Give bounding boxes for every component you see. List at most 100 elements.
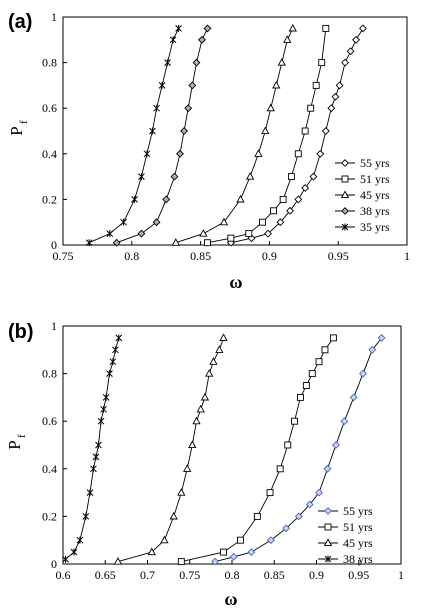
data-point [245,172,255,180]
data-point [192,416,201,425]
data-point [153,104,160,112]
data-point [287,173,295,181]
plot-frame [62,16,408,246]
data-point [247,548,256,557]
legend-marker [324,523,332,531]
data-point [302,382,310,389]
x-tick-label: 0.9 [262,249,277,263]
data-point [82,512,90,520]
y-tick-label: 0.8 [42,56,57,70]
data-point [245,230,253,238]
legend-marker [341,223,349,231]
data-point [331,92,340,101]
data-point [152,218,161,227]
data-point [331,441,340,449]
data-point [264,229,272,238]
legend-marker [341,159,349,167]
data-point [312,81,320,89]
data-point [147,547,156,556]
legend-label: 51 yrs [360,172,390,186]
data-point [70,548,78,556]
data-point [335,81,344,90]
data-point [188,440,197,449]
data-point [220,548,228,556]
data-point [85,239,93,247]
data-point [327,104,336,113]
data-point [112,346,119,354]
data-point [288,23,297,32]
data-point [205,369,214,377]
data-point [100,405,107,413]
data-point [196,404,205,413]
series-line [116,28,208,244]
data-point [266,536,275,545]
data-point [294,512,303,521]
y-tick-label: 0.4 [42,462,57,476]
data-point [294,195,303,204]
data-point [149,127,156,135]
data-point [279,195,287,203]
data-point [113,557,123,565]
data-point [203,24,212,33]
data-point [164,59,171,67]
data-point [162,195,171,204]
legend-marker [341,175,349,183]
data-point [286,206,294,215]
y-tick-label: 0 [51,238,57,252]
legend-label: 55 yrs [360,156,390,170]
data-point [177,488,186,496]
data-point [282,524,291,533]
data-point [170,172,179,181]
y-tick-label: 0.4 [42,147,57,161]
data-point [199,229,208,237]
data-point [106,230,114,238]
y-axis-label-subscript: f [18,120,30,124]
y-tick-label: 0.2 [42,509,57,523]
y-axis-label-main: P [7,126,26,135]
data-point [301,127,309,135]
data-point [276,465,284,473]
data-point [323,464,332,473]
data-point [112,238,121,247]
legend-label: 55 yrs [343,504,373,518]
data-point [272,80,281,89]
x-tick-label: 0.95 [328,249,349,263]
legend-marker [341,207,349,215]
x-tick-label: 0.8 [225,568,240,582]
x-tick-label: 0.75 [53,249,74,263]
data-point [76,536,84,544]
data-point [259,218,266,226]
chart-panel-b: (b) 0.6 0.65 0.7 0.75 0.8 0.85 0.9 0.95 1 0 0.2 0.4 0… [5,319,404,609]
data-point [305,500,314,509]
y-tick-label: 1 [51,10,57,24]
x-axis-label: ω [224,589,237,609]
data-point [215,345,224,353]
y-tick-label: 0 [51,557,57,571]
data-point [109,358,117,366]
data-point [321,346,329,354]
data-point [176,149,184,158]
y-tick-label: 1 [51,319,57,333]
data-point [115,334,123,342]
data-point [321,127,330,135]
y-axis-label: Pf [5,434,28,450]
data-point [322,24,330,32]
data-point [377,333,386,342]
x-tick-label: 0.8 [124,249,139,263]
panel-label: (a) [8,11,32,33]
data-point [137,229,146,238]
data-point [352,35,361,44]
series-51-yrs [177,334,337,566]
series-55-yrs [226,24,367,247]
legend-marker [340,190,350,199]
data-point [307,104,315,112]
data-point [169,36,177,44]
y-axis-label-main: P [5,440,24,449]
data-point [209,357,218,365]
data-point [171,238,180,246]
legend-marker [324,555,332,563]
series-line [65,337,120,560]
y-axis-label: Pf [7,120,30,136]
x-tick-label: 0.65 [95,568,116,582]
